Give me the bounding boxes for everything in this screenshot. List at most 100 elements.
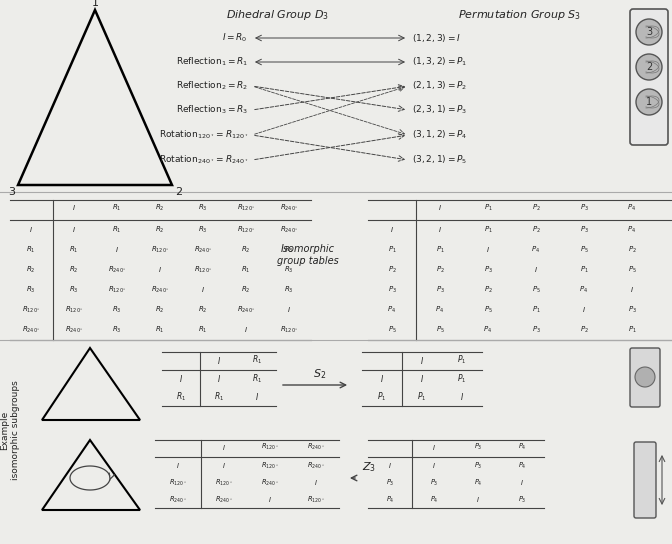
Text: $P_5$: $P_5$ [579,245,589,255]
Text: $P_4$: $P_4$ [435,305,445,315]
Text: $R_{120^\circ}$: $R_{120^\circ}$ [280,325,298,335]
Text: $Z_3$: $Z_3$ [362,460,376,474]
Text: $P_3$: $P_3$ [532,325,540,335]
Text: $R_{240^\circ}$: $R_{240^\circ}$ [280,203,298,213]
Text: $I$: $I$ [438,226,442,234]
Text: $I$: $I$ [476,495,480,504]
Text: $R_2$: $R_2$ [155,203,165,213]
Text: $P_1$: $P_1$ [377,391,387,403]
Text: $R_{120^\circ}$: $R_{120^\circ}$ [261,442,279,452]
Text: $P_2$: $P_2$ [579,325,589,335]
Text: $R_2$: $R_2$ [241,245,251,255]
Text: $P_5$: $P_5$ [484,305,493,315]
Text: $P_4$: $P_4$ [474,478,482,487]
Text: Example
isomorphic subgroups: Example isomorphic subgroups [0,380,19,480]
FancyBboxPatch shape [630,348,660,407]
Text: $P_1$: $P_1$ [457,373,467,385]
Text: $I$: $I$ [201,286,205,294]
Text: $R_2$: $R_2$ [26,265,36,275]
Text: $R_3$: $R_3$ [69,285,79,295]
Text: $R_3$: $R_3$ [198,203,208,213]
Text: $P_2$: $P_2$ [532,203,540,213]
Text: $P_4$: $P_4$ [517,442,526,452]
Text: $\mathrm{Reflection}_2 = R_2$: $\mathrm{Reflection}_2 = R_2$ [176,80,248,92]
Text: Isomorphic
group tables: Isomorphic group tables [277,244,339,266]
Text: $S_2$: $S_2$ [313,367,327,381]
Text: 2: 2 [646,62,652,72]
Circle shape [636,54,662,80]
Text: $R_{120^\circ}$: $R_{120^\circ}$ [261,460,279,471]
Text: $I$: $I$ [486,245,490,255]
Text: $P_4$: $P_4$ [532,245,540,255]
Text: $\mathrm{Rotation}_{240^\circ} = R_{240^\circ}$: $\mathrm{Rotation}_{240^\circ} = R_{240^… [159,154,248,166]
Text: $P_2$: $P_2$ [484,285,493,295]
Text: $\mathrm{Reflection}_1 = R_1$: $\mathrm{Reflection}_1 = R_1$ [175,55,248,68]
Text: $P_1$: $P_1$ [628,325,636,335]
Text: $I$: $I$ [158,265,162,275]
Text: 1: 1 [646,97,652,107]
Text: $P_3$: $P_3$ [628,305,636,315]
Text: $I$: $I$ [460,392,464,403]
Text: $(3,2,1) = P_5$: $(3,2,1) = P_5$ [412,154,468,166]
Text: Dihedral Group $D_3$: Dihedral Group $D_3$ [226,8,329,22]
Text: $I$: $I$ [534,265,538,275]
Text: $R_3$: $R_3$ [198,225,208,235]
Circle shape [635,367,655,387]
Text: $I$: $I$ [388,461,392,470]
Text: $R_{120^\circ}$: $R_{120^\circ}$ [307,494,325,505]
Text: $I = R_0$: $I = R_0$ [222,32,248,44]
Text: $P_3$: $P_3$ [386,478,394,487]
Text: $R_{240^\circ}$: $R_{240^\circ}$ [237,305,255,315]
Text: $I$: $I$ [432,442,436,452]
FancyBboxPatch shape [630,9,668,145]
Text: $R_1$: $R_1$ [69,245,79,255]
Text: $R_{120^\circ}$: $R_{120^\circ}$ [151,245,169,255]
Text: $I$: $I$ [72,226,76,234]
Text: $P_1$: $P_1$ [484,225,493,235]
Text: $R_3$: $R_3$ [284,265,294,275]
Text: $P_1$: $P_1$ [457,354,467,366]
Text: $P_1$: $P_1$ [532,305,540,315]
Text: $R_1$: $R_1$ [252,373,262,385]
Text: $P_5$: $P_5$ [388,325,396,335]
Text: $R_{120^\circ}$: $R_{120^\circ}$ [194,265,212,275]
Text: $R_3$: $R_3$ [112,305,122,315]
Text: $I$: $I$ [29,226,33,234]
Text: $I$: $I$ [217,374,221,385]
Text: $I$: $I$ [217,355,221,366]
Text: $R_{240^\circ}$: $R_{240^\circ}$ [108,265,126,275]
Text: $I$: $I$ [115,245,119,255]
Text: $P_3$: $P_3$ [484,265,493,275]
Text: $P_5$: $P_5$ [532,285,540,295]
Text: $R_{120^\circ}$: $R_{120^\circ}$ [237,225,255,235]
Text: $I$: $I$ [314,478,318,487]
Text: $P_4$: $P_4$ [628,203,636,213]
Text: $P_3$: $P_3$ [429,478,438,487]
Text: $I$: $I$ [222,461,226,470]
Text: $R_2$: $R_2$ [155,225,165,235]
Text: $P_3$: $P_3$ [517,494,526,505]
Text: $I$: $I$ [420,374,424,385]
Text: $P_4$: $P_4$ [429,494,438,505]
Text: $(1,3,2) = P_1$: $(1,3,2) = P_1$ [412,55,468,68]
Text: 2: 2 [175,187,182,197]
Text: $P_3$: $P_3$ [388,285,396,295]
Text: $R_{240^\circ}$: $R_{240^\circ}$ [22,325,40,335]
Text: $R_{120^\circ}$: $R_{120^\circ}$ [22,305,40,315]
Text: $R_{120^\circ}$: $R_{120^\circ}$ [237,203,255,213]
Text: $P_4$: $P_4$ [386,494,394,505]
Text: $R_{120^\circ}$: $R_{120^\circ}$ [108,285,126,295]
Text: $P_4$: $P_4$ [388,305,396,315]
Text: $R_{240^\circ}$: $R_{240^\circ}$ [307,460,325,471]
Text: $P_5$: $P_5$ [435,325,444,335]
Text: $P_3$: $P_3$ [579,203,589,213]
Text: $I$: $I$ [255,392,259,403]
Text: $I$: $I$ [222,442,226,452]
Text: $(2,3,1) = P_3$: $(2,3,1) = P_3$ [412,104,468,116]
Text: $I$: $I$ [520,478,524,487]
Text: $P_3$: $P_3$ [474,442,482,452]
Text: $R_2$: $R_2$ [155,305,165,315]
Text: $R_3$: $R_3$ [112,325,122,335]
Text: $I$: $I$ [179,374,183,385]
Text: $R_2$: $R_2$ [241,285,251,295]
